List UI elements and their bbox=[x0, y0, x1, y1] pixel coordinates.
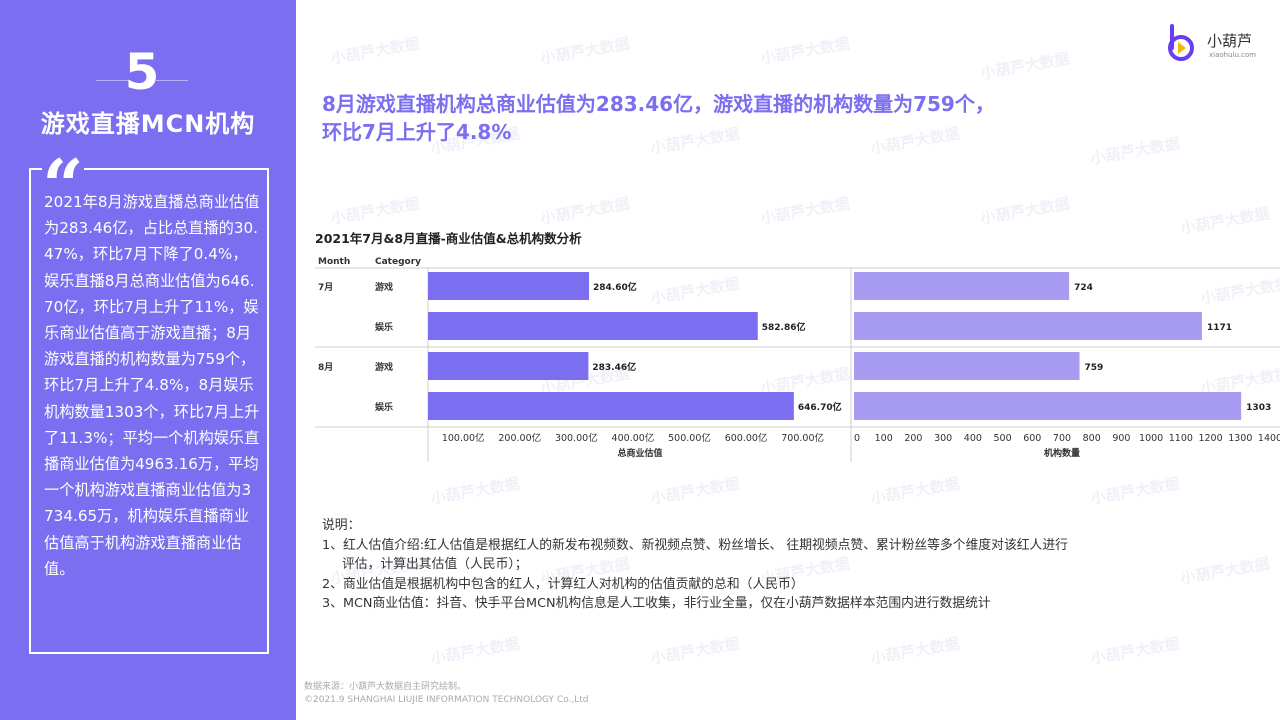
valuation-data-label: 646.70亿 bbox=[798, 401, 842, 413]
chart-title: 2021年7月&8月直播-商业估值&总机构数分析 bbox=[315, 231, 582, 246]
valuation-bar bbox=[428, 272, 590, 300]
section-number-line-left bbox=[96, 80, 130, 81]
valuation-data-label: 284.60亿 bbox=[593, 281, 637, 293]
x-tick-label: 600.00亿 bbox=[725, 432, 768, 444]
orgs-bar bbox=[854, 352, 1080, 380]
valuation-bar bbox=[428, 392, 794, 420]
category-label: 游戏 bbox=[375, 281, 393, 293]
note-1: 1、红人估值介绍:红人估值是根据红人的新发布视频数、新视频点赞、粉丝增长、 往期… bbox=[322, 537, 1068, 553]
headline-line-2: 环比7月上升了4.8% bbox=[322, 120, 512, 144]
valuation-bar bbox=[428, 352, 589, 380]
month-label: 7月 bbox=[318, 282, 333, 293]
x-tick-label: 200.00亿 bbox=[498, 432, 541, 444]
x-tick-label: 300 bbox=[934, 433, 952, 444]
x-tick-label: 1300 bbox=[1228, 433, 1252, 444]
header-category: Category bbox=[375, 257, 421, 267]
section-number: 5 bbox=[124, 43, 160, 101]
summary-text: 2021年8月游戏直播总商业估值为283.46亿，占比总直播的30.47%，环比… bbox=[44, 193, 260, 578]
orgs-bar bbox=[854, 272, 1070, 300]
x-tick-label: 900 bbox=[1112, 433, 1130, 444]
valuation-data-label: 283.46亿 bbox=[592, 361, 636, 373]
x-tick-label: 500 bbox=[994, 433, 1012, 444]
footer-copyright: ©2021.9 SHANGHAI LIUJIE INFORMATION TECH… bbox=[304, 695, 589, 705]
orgs-data-label: 1171 bbox=[1207, 323, 1232, 333]
x-axis-label: 总商业估值 bbox=[617, 447, 662, 459]
x-tick-label: 500.00亿 bbox=[668, 432, 711, 444]
x-tick-label: 1100 bbox=[1169, 433, 1193, 444]
note-1-continued: 评估，计算出其估值（人民币）； bbox=[342, 557, 528, 572]
footer: 数据来源：小葫芦大数据自主研究绘制。 ©2021.9 SHANGHAI LIUJ… bbox=[304, 681, 589, 707]
gourd-play-icon bbox=[1168, 24, 1194, 61]
x-tick-label: 300.00亿 bbox=[555, 432, 598, 444]
orgs-data-label: 1303 bbox=[1246, 403, 1271, 413]
x-tick-label: 700 bbox=[1053, 433, 1071, 444]
x-tick-label: 600 bbox=[1023, 433, 1041, 444]
x-tick-label: 800 bbox=[1083, 433, 1101, 444]
x-tick-label: 1400 bbox=[1258, 433, 1280, 444]
header-month: Month bbox=[318, 257, 350, 267]
brand-url: xiaohulu.com bbox=[1209, 51, 1257, 59]
x-tick-label: 400 bbox=[964, 433, 982, 444]
orgs-data-label: 759 bbox=[1085, 363, 1104, 373]
x-axis-label: 机构数量 bbox=[1044, 447, 1080, 459]
x-tick-label: 100.00亿 bbox=[442, 432, 485, 444]
x-tick-label: 700.00亿 bbox=[781, 432, 824, 444]
valuation-data-label: 582.86亿 bbox=[762, 321, 806, 333]
footer-source: 数据来源：小葫芦大数据自主研究绘制。 bbox=[304, 682, 467, 692]
x-tick-label: 100 bbox=[875, 433, 893, 444]
sidebar-panel bbox=[0, 0, 296, 720]
orgs-bar bbox=[854, 392, 1242, 420]
summary-box bbox=[29, 168, 269, 654]
category-label: 娱乐 bbox=[375, 401, 393, 413]
x-tick-label: 0 bbox=[854, 433, 860, 444]
brand-name: 小葫芦 bbox=[1207, 32, 1253, 50]
category-label: 娱乐 bbox=[375, 321, 393, 333]
valuation-bar bbox=[428, 312, 758, 340]
note-3: 3、MCN商业估值：抖音、快手平台MCN机构信息是人工收集，非行业全量，仅在小葫… bbox=[322, 596, 991, 611]
orgs-bar bbox=[854, 312, 1202, 340]
headline: 8月游戏直播机构总商业估值为283.46亿，游戏直播的机构数量为759个， 环比… bbox=[322, 90, 1182, 146]
note-2: 2、商业估值是根据机构中包含的红人，计算红人对机构的估值贡献的总和（人民币） bbox=[322, 576, 804, 592]
month-label: 8月 bbox=[318, 362, 333, 373]
x-tick-label: 1000 bbox=[1139, 433, 1163, 444]
x-tick-label: 1200 bbox=[1198, 433, 1222, 444]
notes-section: 说明： 1、红人估值介绍:红人估值是根据红人的新发布视频数、新视频点赞、粉丝增长… bbox=[322, 516, 1142, 614]
headline-line-1: 8月游戏直播机构总商业估值为283.46亿，游戏直播的机构数量为759个， bbox=[322, 92, 995, 116]
section-number-line-right bbox=[156, 80, 188, 81]
x-tick-label: 400.00亿 bbox=[612, 432, 655, 444]
x-tick-label: 200 bbox=[904, 433, 922, 444]
section-title: 游戏直播MCN机构 bbox=[40, 110, 256, 138]
category-label: 游戏 bbox=[375, 361, 393, 373]
orgs-data-label: 724 bbox=[1074, 283, 1093, 293]
notes-title: 说明： bbox=[322, 518, 361, 533]
